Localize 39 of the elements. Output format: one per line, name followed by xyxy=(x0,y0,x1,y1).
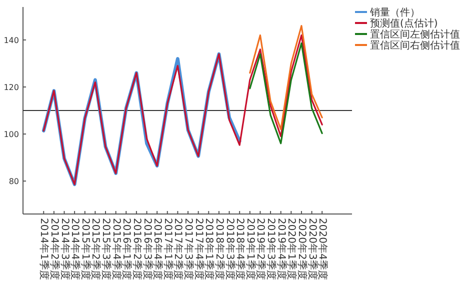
x-tick-label: 2016年1季度 xyxy=(120,218,133,280)
x-tick-label: 2017年1季度 xyxy=(162,218,174,280)
legend-label: 销量（件） xyxy=(369,8,420,18)
x-tick-label: 2016年4季度 xyxy=(152,218,164,280)
x-tick-label: 2015年4季度 xyxy=(110,218,122,280)
x-tick-label: 2015年3季度 xyxy=(100,218,112,280)
x-tick-label: 2015年2季度 xyxy=(90,218,102,280)
x-tick-label: 2018年3季度 xyxy=(224,218,236,280)
x-tick-label: 2017年3季度 xyxy=(182,218,195,280)
x-tick-label: 2014年2季度 xyxy=(48,218,60,280)
legend-label: 置信区间左侧估计值 xyxy=(370,28,460,40)
x-tick-label: 2020年1季度 xyxy=(286,218,298,280)
x-tick-label: 2017年2季度 xyxy=(172,218,184,280)
x-tick-label: 2020年3季度 xyxy=(306,218,318,280)
x-tick-label: 2014年3季度 xyxy=(58,218,71,280)
x-tick-label: 2019年2季度 xyxy=(254,218,267,280)
x-tick-label: 2019年4季度 xyxy=(275,218,288,280)
x-tick-label: 2014年1季度 xyxy=(38,218,50,280)
x-tick-label: 2014年4季度 xyxy=(69,218,82,280)
x-tick-label: 2017年4季度 xyxy=(192,218,205,280)
x-tick-label: 2018年2季度 xyxy=(213,218,226,280)
y-tick-label: 140 xyxy=(4,36,19,45)
x-tick-label: 2018年1季度 xyxy=(203,218,216,280)
x-tick-label: 2016年3季度 xyxy=(141,218,154,280)
y-tick-label: 100 xyxy=(4,130,19,140)
legend-label: 置信区间右侧估计值 xyxy=(370,40,460,52)
x-tick-label: 2018年4季度 xyxy=(234,218,246,280)
line-series xyxy=(42,34,323,186)
y-tick-label: 80 xyxy=(8,177,19,186)
x-tick-label: 2020年4季度 xyxy=(316,218,329,280)
x-tick-label: 2019年3季度 xyxy=(265,218,278,280)
line-series xyxy=(249,25,323,130)
x-tick-label: 2019年1季度 xyxy=(244,218,256,280)
x-tick-label: 2020年2季度 xyxy=(296,218,308,280)
x-tick-label: 2015年1季度 xyxy=(79,218,92,280)
legend-label: 预测值(点估计) xyxy=(370,18,438,30)
x-tick-label: 2016年2季度 xyxy=(130,218,143,280)
y-tick-label: 120 xyxy=(4,82,19,92)
line-series xyxy=(249,42,323,144)
